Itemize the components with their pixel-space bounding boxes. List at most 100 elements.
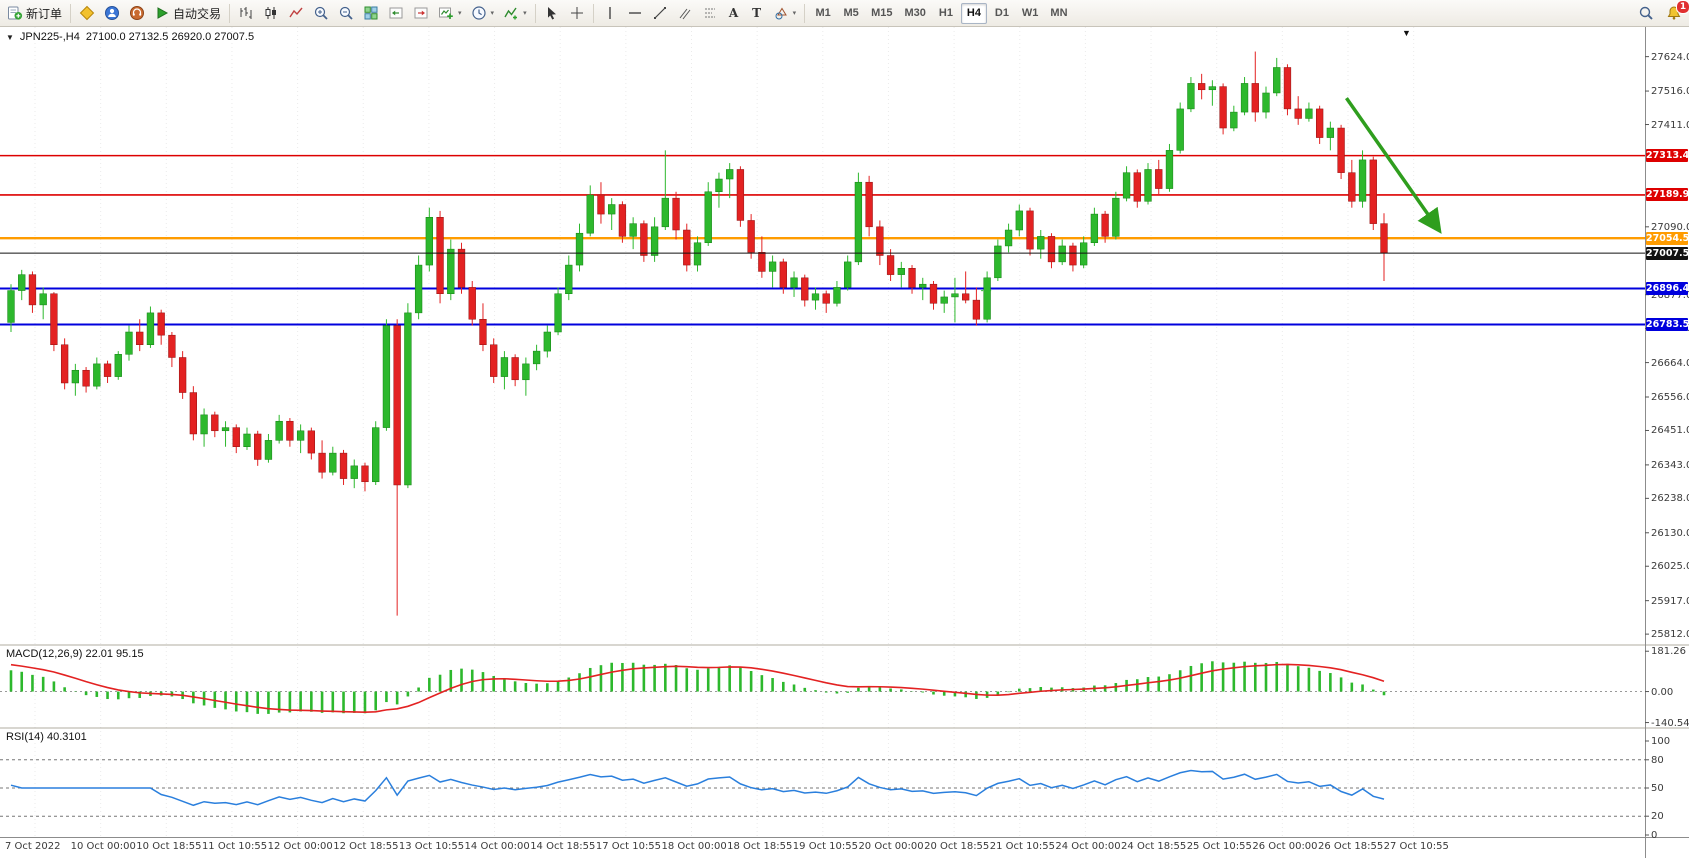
candle-body bbox=[1240, 83, 1249, 113]
candle-body bbox=[994, 245, 1002, 279]
timeframe-button-m30[interactable]: M30 bbox=[900, 3, 931, 24]
text-tool-button[interactable]: A bbox=[723, 2, 745, 25]
tile-windows-button[interactable] bbox=[359, 2, 383, 25]
candle-body bbox=[1230, 111, 1238, 129]
candle-body bbox=[211, 414, 219, 432]
candle-body bbox=[1315, 108, 1324, 138]
channel-tool-button[interactable] bbox=[673, 2, 697, 25]
candle-body bbox=[962, 293, 970, 301]
shapes-tool-button[interactable]: ▾ bbox=[769, 2, 801, 25]
community-button[interactable] bbox=[100, 2, 124, 25]
candle-body bbox=[1358, 159, 1367, 202]
new-order-button[interactable]: 新订单 bbox=[3, 2, 66, 25]
candle-body bbox=[951, 293, 959, 298]
candle-body bbox=[1369, 159, 1377, 224]
candle-body bbox=[908, 268, 916, 288]
candle-body bbox=[447, 248, 455, 295]
zoom-out-button[interactable] bbox=[334, 2, 358, 25]
candle-body bbox=[983, 277, 991, 320]
timeframe-button-m15[interactable]: M15 bbox=[866, 3, 897, 24]
line-chart-icon bbox=[289, 7, 303, 18]
cursor-tool-button[interactable] bbox=[540, 2, 564, 25]
horizontal-line-tool-button[interactable] bbox=[623, 2, 647, 25]
timeframe-button-mn[interactable]: MN bbox=[1045, 3, 1072, 24]
candlestick-chart-button[interactable] bbox=[259, 2, 283, 25]
cursor-icon bbox=[547, 7, 556, 20]
tile-windows-icon bbox=[364, 6, 378, 20]
trendline-tool-button[interactable] bbox=[648, 2, 672, 25]
notifications-button[interactable]: 1 bbox=[1662, 0, 1689, 25]
candle-body bbox=[82, 369, 90, 387]
candle-body bbox=[275, 420, 283, 441]
candle-body bbox=[50, 293, 58, 345]
zoom-in-button[interactable] bbox=[309, 2, 333, 25]
label-tool-button[interactable]: T bbox=[746, 2, 768, 25]
new-order-label: 新订单 bbox=[26, 6, 63, 21]
candle-body bbox=[178, 357, 187, 393]
candle-body bbox=[393, 325, 401, 486]
search-button[interactable] bbox=[1634, 2, 1658, 25]
timeframe-button-d1[interactable]: D1 bbox=[989, 3, 1015, 24]
candle-body bbox=[811, 293, 820, 301]
candle-body bbox=[886, 255, 895, 275]
candle-body bbox=[779, 261, 787, 288]
clock-icon bbox=[471, 6, 486, 20]
metaeditor-button[interactable] bbox=[75, 2, 99, 25]
auto-trading-play-icon bbox=[157, 7, 169, 19]
candle-body bbox=[1208, 86, 1217, 91]
candle-body bbox=[1348, 172, 1356, 202]
zoom-in-icon bbox=[314, 6, 328, 20]
candle-body bbox=[1283, 67, 1292, 110]
timeframe-button-m1[interactable]: M1 bbox=[810, 3, 836, 24]
auto-scroll-button[interactable] bbox=[384, 2, 408, 25]
periods-button[interactable]: ▾ bbox=[467, 2, 499, 25]
trend-arrow-object[interactable] bbox=[1345, 97, 1442, 234]
one-click-trading-toggle[interactable]: ▼ bbox=[6, 32, 14, 42]
auto-trading-button[interactable]: 自动交易 bbox=[150, 2, 225, 25]
vertical-line-tool-button[interactable] bbox=[598, 2, 622, 25]
indicators-button[interactable]: ▾ bbox=[499, 2, 531, 25]
chart-dropdown-arrow[interactable]: ▼ bbox=[1402, 28, 1411, 38]
candle-body bbox=[243, 433, 251, 447]
horizontal-line-icon bbox=[628, 12, 641, 14]
crosshair-tool-button[interactable] bbox=[565, 2, 589, 25]
candle-body bbox=[136, 331, 144, 345]
candle-body bbox=[618, 204, 627, 237]
timeframe-button-w1[interactable]: W1 bbox=[1017, 3, 1044, 24]
bar-chart-button[interactable] bbox=[234, 2, 258, 25]
line-chart-button[interactable] bbox=[284, 2, 308, 25]
candle-body bbox=[650, 226, 659, 256]
timeframe-button-m5[interactable]: M5 bbox=[838, 3, 864, 24]
candle-body bbox=[28, 274, 37, 306]
chart-shift-button[interactable] bbox=[409, 2, 433, 25]
candle-body bbox=[522, 363, 530, 381]
new-chart-button[interactable]: ▾ bbox=[434, 2, 466, 25]
candle-body bbox=[865, 181, 873, 228]
zoom-out-icon bbox=[339, 6, 353, 20]
candle-body bbox=[93, 363, 101, 387]
candle-body bbox=[833, 287, 841, 304]
fibonacci-tool-button[interactable] bbox=[698, 2, 722, 25]
candle-body bbox=[1273, 67, 1281, 94]
candle-body bbox=[221, 427, 230, 432]
timeframe-button-h1[interactable]: H1 bbox=[933, 3, 959, 24]
candle-body bbox=[693, 242, 702, 266]
trendline-icon bbox=[653, 7, 666, 19]
timeframe-button-h4[interactable]: H4 bbox=[960, 2, 987, 24]
label-tool-icon: T bbox=[752, 6, 762, 20]
live-support-icon bbox=[130, 6, 145, 20]
live-support-button[interactable] bbox=[125, 2, 149, 25]
candle-body bbox=[704, 191, 712, 244]
search-icon bbox=[1639, 6, 1653, 20]
candle-body bbox=[1380, 223, 1388, 254]
candle-body bbox=[479, 318, 487, 345]
notification-badge: 1 bbox=[1676, 0, 1689, 14]
candle-body bbox=[286, 420, 294, 441]
candle-body bbox=[715, 178, 723, 193]
candle-body bbox=[511, 357, 519, 381]
candle-body bbox=[1187, 83, 1195, 110]
auto-trading-label: 自动交易 bbox=[173, 6, 222, 21]
main-toolbar: 新订单 自动交易 ▾ ▾ ▾ A T ▾ M1 M5 M15 M bbox=[0, 0, 1689, 27]
candle-body bbox=[7, 290, 15, 323]
